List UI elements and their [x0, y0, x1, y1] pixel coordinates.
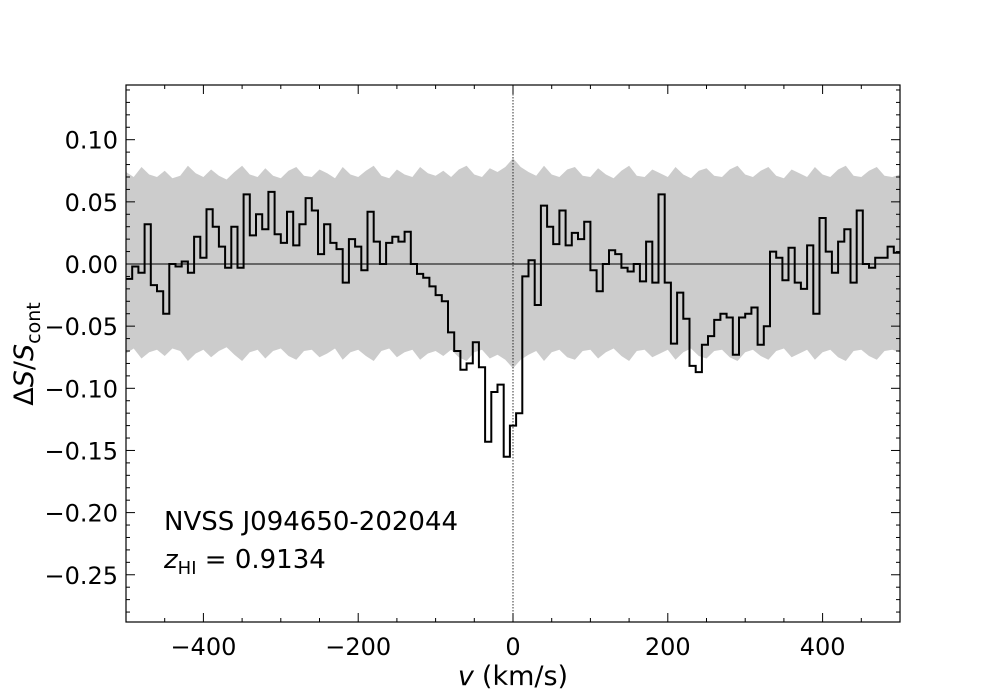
redshift-subscript: HI — [178, 558, 197, 579]
spectrum-line — [126, 190, 900, 458]
x-tick-label: 0 — [505, 633, 520, 661]
x-axis-label: v (km/s) — [458, 661, 568, 692]
y-axis-subscript: cont — [23, 302, 45, 344]
y-tick-label: −0.15 — [44, 437, 118, 465]
x-axis-variable: v — [458, 661, 475, 692]
y-tick-label: −0.25 — [44, 562, 118, 590]
ticks-layer: −400 −200 0 200 400 0.10 0.05 0.00 −0.05 −0.10 −0.… — [44, 85, 901, 661]
y-axis-slash: / — [9, 360, 40, 370]
y-tick-label: 0.00 — [65, 251, 118, 279]
y-axis-delta: Δ — [9, 387, 40, 406]
y-tick-label: 0.10 — [65, 127, 118, 155]
y-tick-label: −0.05 — [44, 313, 118, 341]
redshift-symbol: z — [163, 545, 179, 575]
y-axis-s2: S — [9, 344, 40, 361]
plot-clip-group — [126, 85, 900, 622]
annotation-source: NVSS J094650-202044 — [164, 507, 458, 537]
redshift-value: = 0.9134 — [197, 545, 326, 575]
plot-frame — [125, 84, 901, 623]
plot-layer — [126, 85, 900, 622]
y-axis-s1: S — [9, 370, 40, 387]
x-tick-label: −200 — [325, 633, 391, 661]
x-tick-label: −400 — [170, 633, 236, 661]
y-tick-label: −0.10 — [44, 375, 118, 403]
y-tick-label: 0.05 — [65, 189, 118, 217]
x-tick-label: 400 — [800, 633, 846, 661]
y-tick-label: −0.20 — [44, 500, 118, 528]
x-axis-unit: (km/s) — [482, 661, 568, 692]
annotation-redshift: zHI = 0.9134 — [163, 545, 326, 579]
x-tick-label: 200 — [645, 633, 691, 661]
y-axis-label: ΔS/Scont — [9, 302, 45, 405]
